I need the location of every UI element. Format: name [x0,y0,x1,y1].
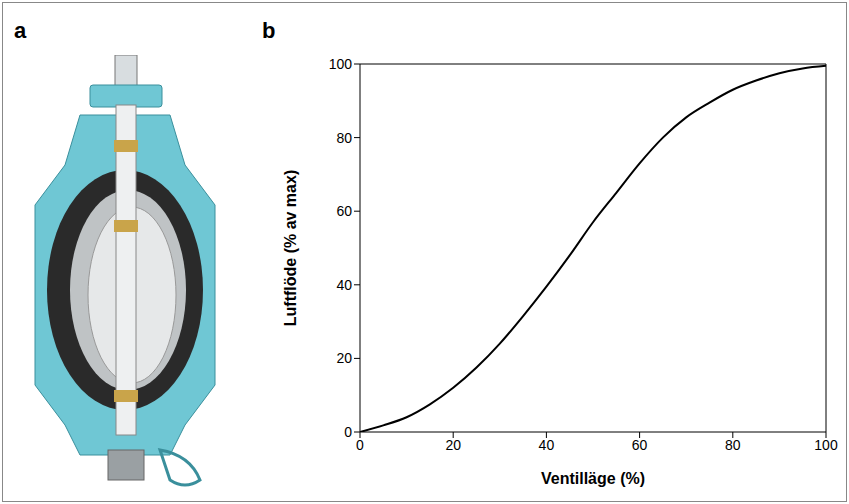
svg-text:60: 60 [632,437,648,453]
svg-text:20: 20 [445,437,461,453]
html-text:b: b [262,18,276,43]
svg-text:Luftflöde (% av max): Luftflöde (% av max) [282,170,299,326]
svg-text:Ventilläge (%): Ventilläge (%) [541,470,645,487]
svg-text:0: 0 [356,437,364,453]
svg-text:80: 80 [336,130,352,146]
svg-text:60: 60 [336,203,352,219]
svg-text:40: 40 [336,277,352,293]
svg-text:100: 100 [329,56,353,72]
html-text:a: a [14,18,27,43]
svg-text:20: 20 [336,350,352,366]
svg-text:80: 80 [725,437,741,453]
svg-text:0: 0 [344,424,352,440]
svg-text:40: 40 [539,437,555,453]
svg-text:100: 100 [814,437,838,453]
